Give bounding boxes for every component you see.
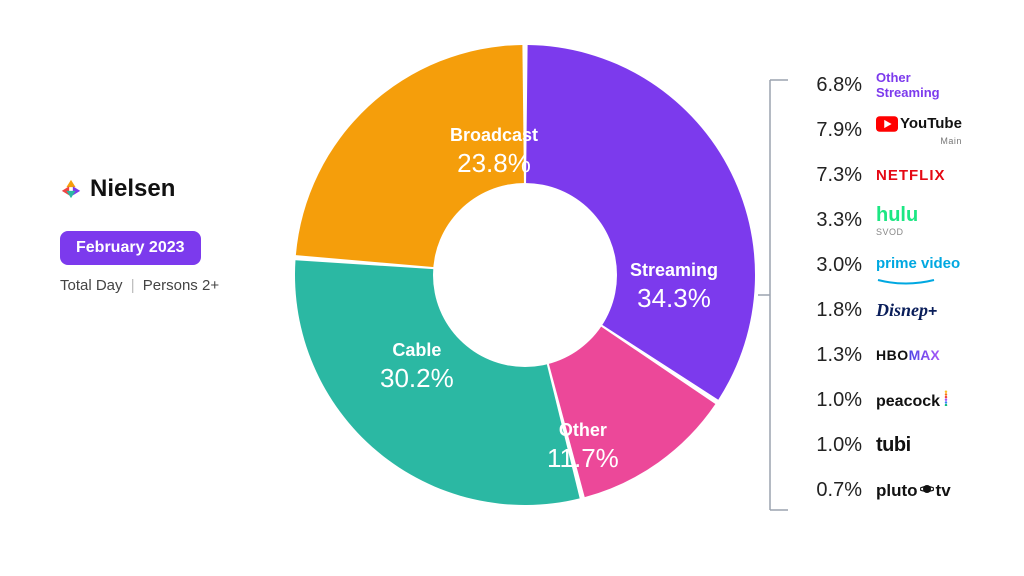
breakdown-service-label: prime video: [876, 255, 960, 276]
breakdown-row: 1.0% tubi: [800, 423, 1000, 468]
breakdown-row: 0.7% plutotv: [800, 468, 1000, 513]
breakdown-pct: 1.0%: [800, 389, 862, 412]
breakdown-service-label: YouTube Main: [876, 115, 962, 146]
breakdown-service-label: plutotv: [876, 481, 951, 501]
breakdown-row: 7.3% NETFLIX: [800, 153, 1000, 198]
peacock-feathers-icon: [942, 390, 950, 410]
breakdown-service-label: tubi: [876, 434, 911, 457]
donut-chart: Streaming34.3%Other11.7%Cable30.2%Broadc…: [295, 45, 755, 505]
breakdown-pct: 1.8%: [800, 299, 862, 322]
donut-svg: [295, 45, 755, 505]
breakdown-pct: 7.3%: [800, 164, 862, 187]
subtitle-part-b: Persons 2+: [143, 277, 219, 294]
breakdown-pct: 3.3%: [800, 209, 862, 232]
breakdown-service-label: peacock: [876, 390, 950, 411]
left-panel: Nielsen February 2023 Total Day | Person…: [60, 175, 260, 294]
breakdown-row: 6.8% OtherStreaming: [800, 63, 1000, 108]
brand-logo: Nielsen: [60, 175, 260, 203]
brand-name: Nielsen: [90, 175, 175, 203]
breakdown-row: 3.0% prime video: [800, 243, 1000, 288]
breakdown-pct: 6.8%: [800, 74, 862, 97]
breakdown-row: 3.3% huluSVOD: [800, 198, 1000, 243]
breakdown-service-label: Disnep+: [876, 300, 937, 321]
breakdown-pct: 1.3%: [800, 344, 862, 367]
breakdown-service-label: OtherStreaming: [876, 71, 940, 100]
breakdown-row: 1.0% peacock: [800, 378, 1000, 423]
period-pill: February 2023: [60, 231, 201, 265]
breakdown-pct: 1.0%: [800, 434, 862, 457]
subtitle-separator: |: [131, 277, 135, 294]
breakdown-service-label: huluSVOD: [876, 204, 918, 237]
subtitle: Total Day | Persons 2+: [60, 277, 260, 294]
breakdown-row: 1.3% HBOMAX: [800, 333, 1000, 378]
breakdown-row: 1.8% Disnep+: [800, 288, 1000, 333]
nielsen-logo-icon: [60, 178, 82, 200]
breakdown-row: 7.9% YouTube Main: [800, 108, 1000, 153]
breakdown-pct: 3.0%: [800, 254, 862, 277]
pluto-ring-icon: [920, 482, 934, 500]
subtitle-part-a: Total Day: [60, 277, 123, 294]
breakdown-pct: 7.9%: [800, 119, 862, 142]
breakdown-service-label: NETFLIX: [876, 167, 946, 184]
breakdown-bracket-icon: [758, 70, 793, 520]
breakdown-pct: 0.7%: [800, 479, 862, 502]
breakdown-service-label: HBOMAX: [876, 347, 940, 364]
streaming-breakdown-list: 6.8% OtherStreaming 7.9% YouTube Main 7.3% N…: [800, 63, 1000, 513]
